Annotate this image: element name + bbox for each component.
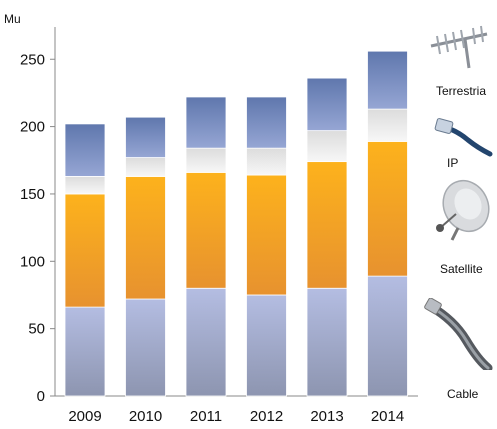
satellite-dish-icon xyxy=(436,179,490,241)
bar-satellite-2009 xyxy=(64,193,106,308)
x-tick-label-2013: 2013 xyxy=(310,408,343,425)
ethernet-plug-icon xyxy=(434,118,493,157)
bar-terrestria-2009 xyxy=(64,123,106,177)
bar-ip-2010 xyxy=(125,157,166,177)
x-tick-label-2014: 2014 xyxy=(371,408,404,425)
bar-cable-2011 xyxy=(185,287,227,397)
bar-terrestria-2010 xyxy=(125,116,166,158)
y-tick-label: 0 xyxy=(37,388,45,405)
bar-cable-2009 xyxy=(64,306,106,397)
antenna-icon xyxy=(430,25,488,69)
bar-terrestria-2013 xyxy=(306,77,348,132)
legend-label-ip: IP xyxy=(447,156,459,170)
bar-satellite-2010 xyxy=(125,176,166,300)
legend-label-satellite: Satellite xyxy=(440,262,483,276)
legend-label-terrestria: Terrestria xyxy=(436,84,487,98)
y-tick-label: 150 xyxy=(20,186,45,203)
bar-ip-2011 xyxy=(185,147,227,173)
bar-cable-2012 xyxy=(246,294,287,397)
bar-ip-2009 xyxy=(64,176,106,195)
x-tick-label-2009: 2009 xyxy=(68,408,101,425)
bar-ip-2012 xyxy=(246,147,287,176)
bar-satellite-2013 xyxy=(306,161,348,289)
bar-satellite-2014 xyxy=(367,141,408,277)
bar-cable-2014 xyxy=(367,275,408,397)
bar-terrestria-2011 xyxy=(185,96,227,149)
bar-satellite-2011 xyxy=(185,171,227,289)
bar-terrestria-2014 xyxy=(367,50,408,110)
unit-label: Mu xyxy=(4,12,21,26)
x-tick-labels: 2009 2010 2011 2012 2013 2014 xyxy=(68,408,404,425)
y-tick-label: 100 xyxy=(20,253,45,270)
bar-ip-2013 xyxy=(306,130,348,163)
bar-cable-2013 xyxy=(306,287,348,397)
bars xyxy=(64,50,408,397)
bar-terrestria-2012 xyxy=(246,96,287,149)
bar-satellite-2012 xyxy=(246,174,287,296)
bar-cable-2010 xyxy=(125,298,166,397)
y-tick-label: 250 xyxy=(20,51,45,68)
x-tick-label-2012: 2012 xyxy=(250,408,283,425)
x-tick-label-2011: 2011 xyxy=(190,408,222,425)
y-ticks: 0 50 100 150 200 250 xyxy=(20,51,55,405)
y-tick-label: 200 xyxy=(20,119,45,136)
x-tick-label-2010: 2010 xyxy=(129,408,162,425)
coax-cable-icon xyxy=(424,298,493,370)
bar-ip-2014 xyxy=(367,108,408,142)
y-tick-label: 50 xyxy=(28,321,45,338)
legend-label-cable: Cable xyxy=(447,387,479,401)
